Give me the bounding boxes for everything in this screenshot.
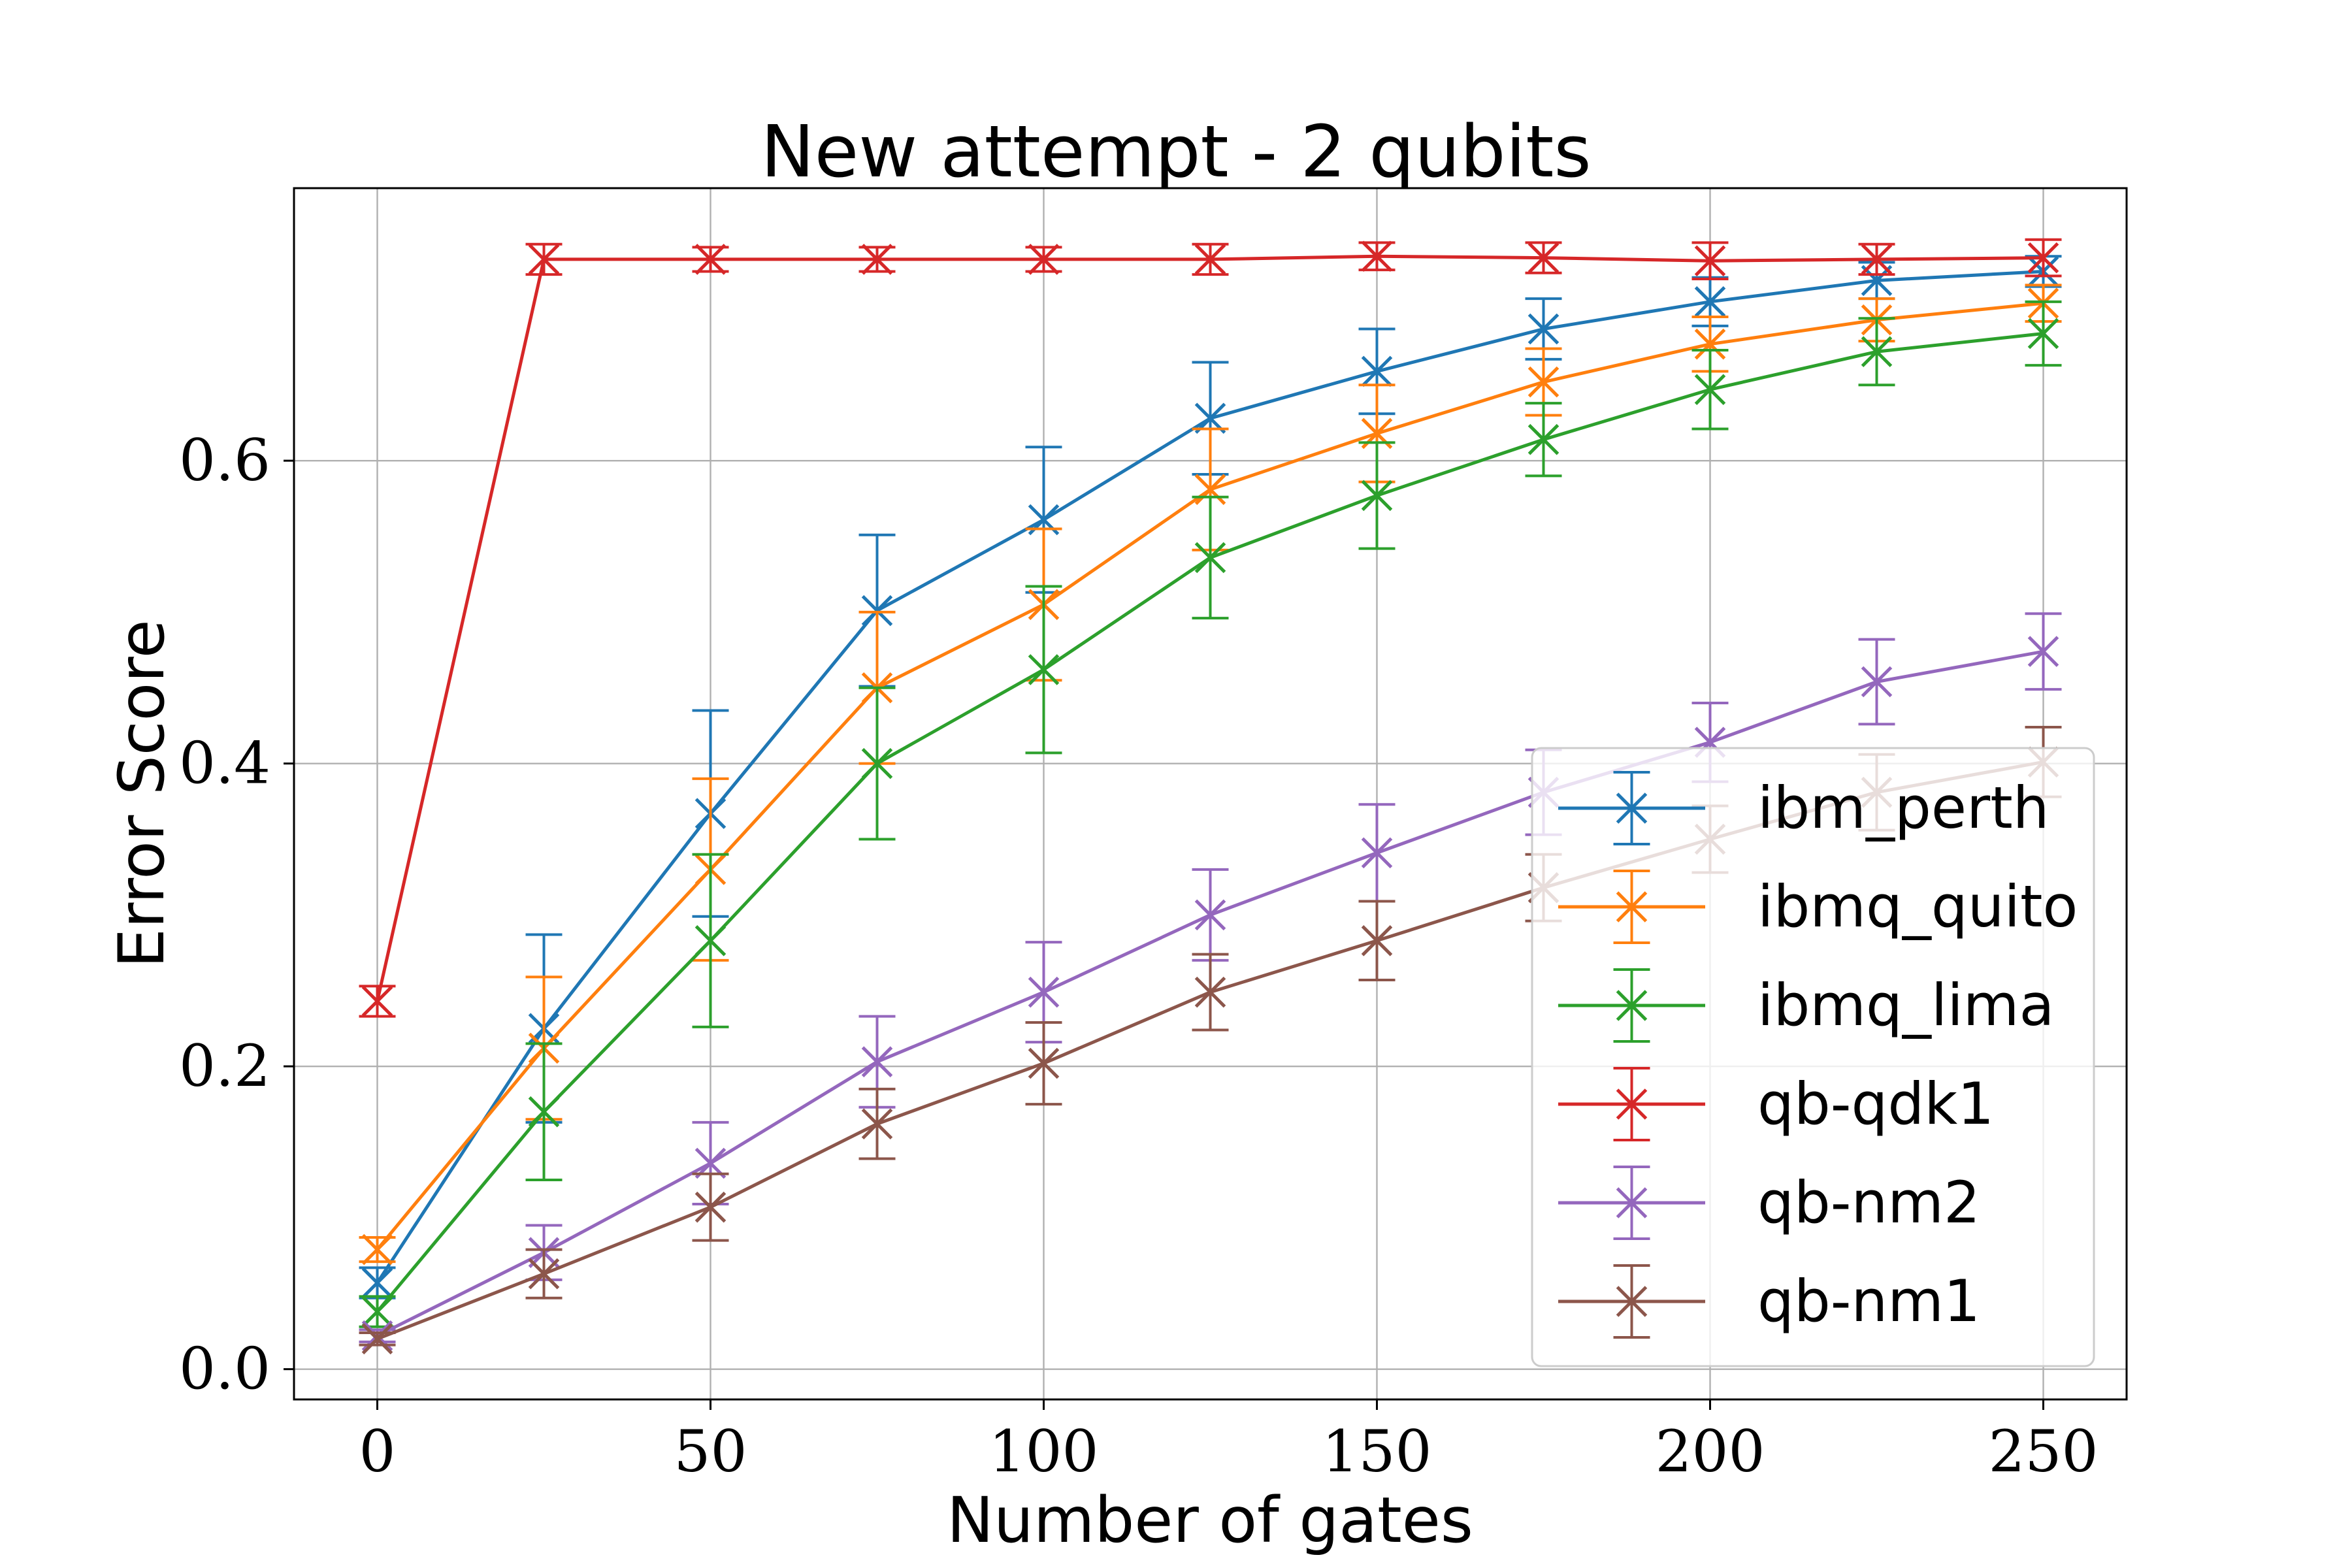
x-tick-label: 0 bbox=[359, 1418, 396, 1485]
chart-title: New attempt - 2 qubits bbox=[760, 110, 1591, 193]
data-point-marker bbox=[1361, 480, 1393, 512]
legend-item: qb-nm1 bbox=[1558, 1264, 1980, 1339]
data-point-marker bbox=[528, 244, 560, 275]
data-point-marker bbox=[861, 1108, 893, 1139]
legend-item: ibm_perth bbox=[1558, 771, 2050, 845]
y-axis-label: Error Score bbox=[105, 619, 178, 968]
y-tick-label: 0.4 bbox=[179, 730, 270, 797]
legend-marker bbox=[1616, 1088, 1648, 1120]
data-point-marker bbox=[694, 1191, 727, 1223]
legend-item: ibmq_lima bbox=[1558, 968, 2054, 1043]
data-point-marker bbox=[1194, 976, 1226, 1008]
legend-marker bbox=[1616, 1286, 1648, 1317]
data-point-marker bbox=[1028, 244, 1060, 275]
data-point-marker bbox=[361, 1323, 393, 1355]
data-point-marker bbox=[1361, 837, 1393, 869]
legend-item: qb-qdk1 bbox=[1558, 1067, 1994, 1141]
legend-marker bbox=[1616, 1187, 1648, 1218]
y-tick-label: 0.6 bbox=[179, 427, 270, 494]
x-tick-label: 50 bbox=[674, 1418, 747, 1485]
data-point-marker bbox=[861, 595, 893, 627]
legend-label: qb-qdk1 bbox=[1757, 1070, 1994, 1137]
x-tick-label: 150 bbox=[1322, 1418, 1432, 1485]
data-point-marker bbox=[1694, 374, 1726, 405]
data-point-marker bbox=[861, 1046, 893, 1077]
data-point-marker bbox=[861, 244, 893, 275]
legend-item: qb-nm2 bbox=[1558, 1166, 1980, 1240]
legend-marker bbox=[1616, 891, 1648, 923]
data-point-marker bbox=[694, 244, 727, 275]
legend-label: qb-nm2 bbox=[1757, 1169, 1980, 1236]
legend-box bbox=[1531, 747, 2095, 1367]
y-tick-label: 0.0 bbox=[179, 1335, 270, 1403]
plot-frame bbox=[293, 187, 2128, 1401]
data-point-marker bbox=[1194, 244, 1226, 275]
data-point-marker bbox=[1527, 366, 1560, 398]
data-point-marker bbox=[1694, 245, 1726, 277]
series-ibmq_lima bbox=[359, 300, 2062, 1328]
y-axis: 0.0 0.2 0.4 0.6 bbox=[179, 427, 294, 1403]
series-qb-qdk1 bbox=[359, 238, 2062, 1018]
data-point-marker bbox=[1694, 328, 1726, 360]
data-point-marker bbox=[1194, 542, 1226, 574]
data-point-marker bbox=[1028, 654, 1060, 685]
x-tick-label: 100 bbox=[989, 1418, 1099, 1485]
data-point-marker bbox=[1861, 244, 1893, 275]
data-point-marker bbox=[1361, 355, 1393, 387]
x-axis: 0 50 100 150 200 250 bbox=[359, 1399, 2099, 1485]
x-tick-label: 250 bbox=[1989, 1418, 2099, 1485]
data-point-marker bbox=[528, 1258, 560, 1290]
data-point-marker bbox=[361, 1296, 393, 1328]
legend: ibm_perth ibmq_quito ibmq_lima qb-qdk1 qb-nm… bbox=[1531, 747, 2095, 1367]
y-tick-label: 0.2 bbox=[179, 1032, 270, 1100]
data-point-marker bbox=[694, 925, 727, 956]
data-point-marker bbox=[1861, 336, 1893, 368]
data-point-marker bbox=[1527, 313, 1560, 345]
data-point-marker bbox=[1028, 976, 1060, 1008]
x-axis-label: Number of gates bbox=[947, 1484, 1473, 1557]
data-point-marker bbox=[361, 1233, 393, 1266]
data-point-marker bbox=[361, 1267, 393, 1299]
data-point-marker bbox=[2027, 318, 2059, 350]
data-point-marker bbox=[2027, 636, 2059, 667]
legend-marker bbox=[1616, 792, 1648, 824]
legend-label: qb-nm1 bbox=[1757, 1267, 1980, 1335]
data-point-marker bbox=[1361, 240, 1393, 272]
data-point-marker bbox=[1527, 423, 1560, 455]
legend-label: ibmq_lima bbox=[1757, 972, 2054, 1039]
legend-label: ibmq_quito bbox=[1757, 873, 2078, 940]
legend-label: ibm_perth bbox=[1757, 774, 2050, 841]
legend-marker bbox=[1616, 990, 1648, 1021]
data-point-marker bbox=[361, 985, 393, 1017]
data-point-marker bbox=[861, 747, 893, 779]
data-point-marker bbox=[528, 1096, 560, 1128]
data-point-marker bbox=[1361, 925, 1393, 956]
data-point-marker bbox=[1527, 242, 1560, 274]
legend-item: ibmq_quito bbox=[1558, 870, 2078, 944]
data-point-marker bbox=[1028, 1047, 1060, 1079]
data-point-marker bbox=[1194, 899, 1226, 931]
data-point-marker bbox=[1861, 666, 1893, 698]
data-point-marker bbox=[1694, 286, 1726, 318]
data-point-marker bbox=[2027, 242, 2059, 274]
x-tick-label: 200 bbox=[1656, 1418, 1765, 1485]
data-point-marker bbox=[1194, 474, 1226, 505]
